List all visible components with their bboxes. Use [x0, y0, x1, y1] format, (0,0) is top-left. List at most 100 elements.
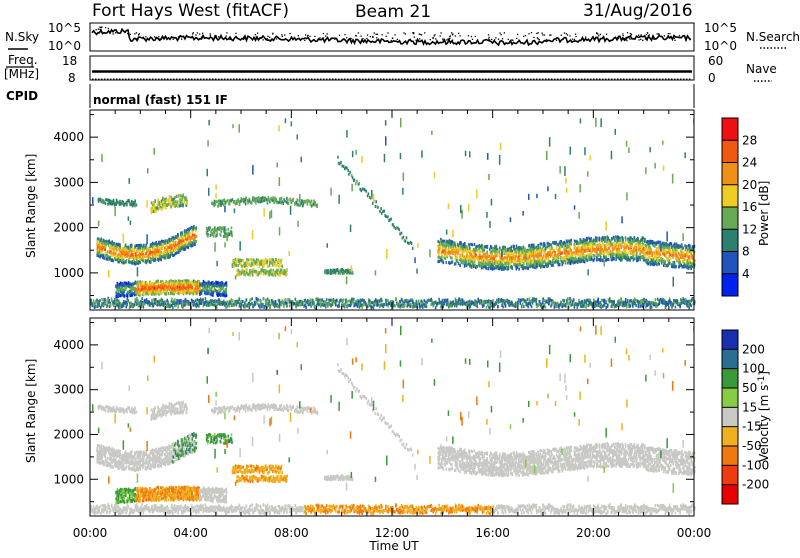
power-echo [171, 244, 173, 247]
power-echo [167, 199, 169, 202]
power-echo [594, 254, 596, 257]
power-echo [527, 267, 529, 270]
power-echo [158, 259, 160, 262]
power-echo [231, 234, 233, 237]
power-echo [161, 255, 163, 258]
power-echo [590, 253, 592, 256]
power-echo [276, 198, 278, 201]
power-echo [107, 250, 109, 253]
nsearch-dot [108, 31, 109, 32]
power-echo [558, 251, 560, 254]
nsearch-dot [458, 33, 459, 34]
nsearch-dot [668, 33, 669, 34]
nsearch-dot [210, 33, 211, 34]
nsearch-dot [143, 37, 144, 38]
power-echo [154, 205, 156, 208]
power-echo [98, 255, 100, 258]
power-echo [126, 203, 128, 206]
nsearch-dot [516, 38, 517, 39]
nsearch-dot [156, 37, 157, 38]
nsearch-dot [281, 34, 282, 35]
nsearch-dot [523, 36, 524, 37]
power-echo [625, 239, 627, 242]
nsearch-dot [413, 33, 414, 34]
power-echo [531, 245, 533, 248]
power-echo [560, 240, 562, 243]
power-echo [688, 267, 690, 270]
power-echo [236, 261, 238, 264]
nsearch-dot [415, 40, 416, 41]
nsky-line [92, 29, 691, 45]
power-echo [368, 192, 370, 195]
power-echo [109, 245, 111, 248]
power-echo [113, 199, 115, 202]
nsearch-dot [134, 33, 135, 34]
power-echo [654, 251, 656, 254]
nsearch-dot [245, 38, 246, 39]
power-echo [681, 249, 683, 252]
power-echo [210, 229, 212, 232]
nsearch-dot [304, 40, 305, 41]
power-echo [290, 200, 292, 203]
nsearch-dot [307, 35, 308, 36]
nsearch-dot [387, 32, 388, 33]
power-echo [451, 261, 453, 264]
power-echo [589, 246, 591, 249]
power-echo [124, 290, 126, 293]
power-echo [191, 289, 193, 292]
nsearch-dot [630, 33, 631, 34]
power-echo [654, 258, 656, 261]
power-echo [523, 246, 525, 249]
power-echo [183, 201, 185, 204]
power-echo [449, 262, 451, 265]
nsearch-dot [360, 36, 361, 37]
power-echo [154, 199, 156, 202]
power-echo [665, 243, 667, 246]
power-echo [637, 258, 639, 261]
power-echo [621, 245, 623, 248]
nsearch-dot [512, 40, 513, 41]
power-echo [464, 242, 466, 245]
power-echo [411, 242, 413, 245]
power-echo [181, 231, 183, 234]
power-echo [650, 248, 652, 251]
nsearch-dot [166, 38, 167, 39]
power-echo [630, 257, 632, 260]
nsearch-dot [435, 38, 436, 39]
power-echo [474, 257, 476, 260]
nsearch-dot [305, 34, 306, 35]
nsearch-dot [638, 39, 639, 40]
power-echo [257, 260, 259, 263]
power-echo [188, 289, 190, 292]
power-echo [228, 228, 230, 231]
nsearch-dot [430, 39, 431, 40]
power-echo [269, 264, 271, 267]
power-echo [644, 239, 646, 242]
power-echo [454, 248, 456, 251]
power-echo [155, 285, 157, 288]
power-echo [528, 245, 530, 248]
power-echo [622, 237, 624, 240]
nsearch-dot [263, 39, 264, 40]
nsearch-dot [376, 34, 377, 35]
nsearch-dot [99, 27, 100, 28]
nsearch-dot [403, 32, 404, 33]
nsearch-dot [307, 37, 308, 38]
power-echo [478, 261, 480, 264]
power-echo [229, 203, 231, 206]
nsearch-dot [674, 38, 675, 39]
power-echo [191, 231, 193, 234]
freq-tick-top: 18 [62, 54, 77, 68]
power-echo [123, 201, 125, 204]
power-echo [181, 236, 183, 239]
nsearch-dot [269, 37, 270, 38]
power-echo [182, 280, 184, 283]
nsearch-dot [508, 39, 509, 40]
nsearch-dot [504, 32, 505, 33]
power-echo [570, 249, 572, 252]
power-echo [177, 233, 179, 236]
power-echo [674, 242, 676, 245]
power-echo [337, 268, 339, 271]
power-echo [117, 201, 119, 204]
